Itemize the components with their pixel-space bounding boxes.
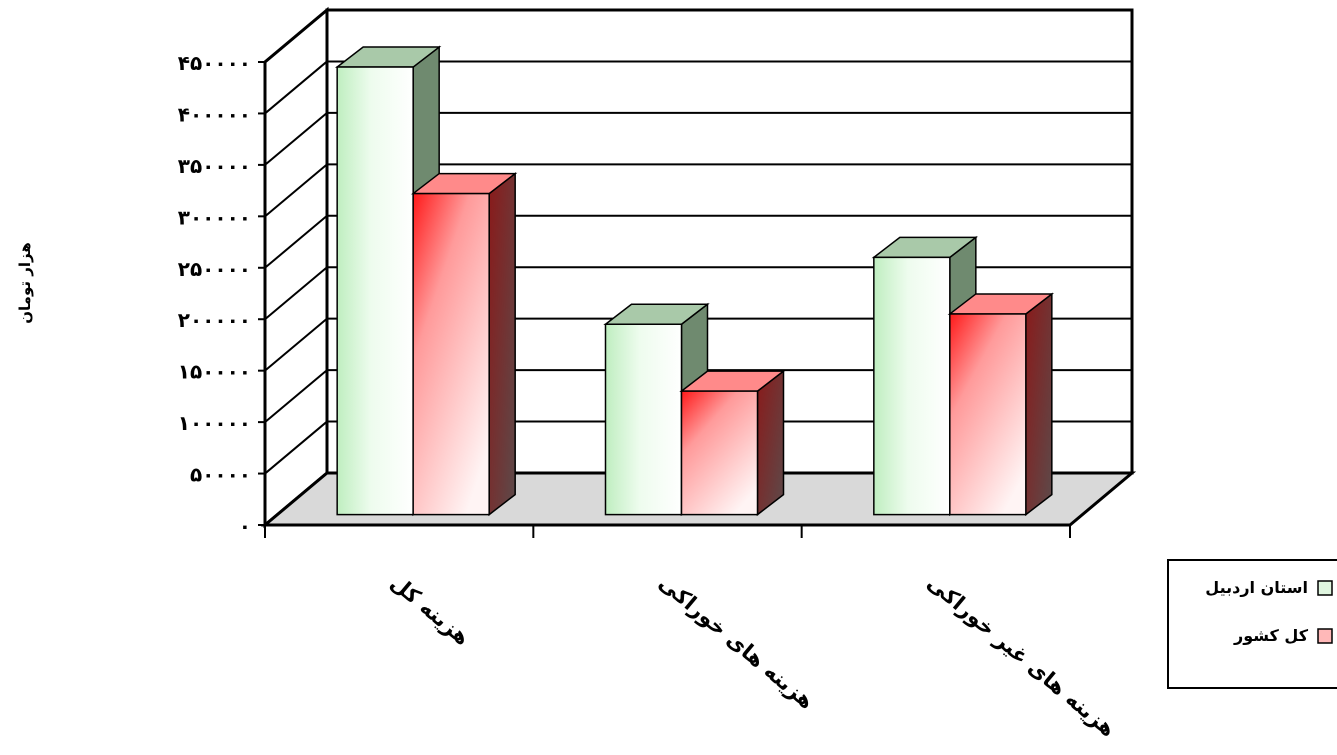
y-tick-label: ۳۰۰۰۰۰ bbox=[178, 205, 251, 229]
bar-side bbox=[1025, 292, 1053, 517]
gridline-side bbox=[264, 266, 328, 320]
y-tick-label: ۱۵۰۰۰۰ bbox=[178, 360, 251, 384]
gridline-side bbox=[264, 9, 328, 63]
bar-front bbox=[604, 323, 683, 516]
gridline-side bbox=[264, 420, 328, 475]
legend-entry: استان اردبیل bbox=[1205, 578, 1308, 597]
y-tick-label: ۲۵۰۰۰۰ bbox=[178, 257, 251, 281]
bar bbox=[947, 292, 1055, 517]
legend: استان اردبیل کل کشور bbox=[1167, 559, 1337, 689]
bar-front bbox=[412, 192, 490, 516]
y-tick-label: ۱۰۰۰۰۰ bbox=[178, 411, 251, 435]
bar-front bbox=[336, 66, 414, 516]
gridline-side bbox=[264, 60, 328, 115]
bar-front bbox=[873, 256, 951, 516]
bar-side bbox=[488, 172, 516, 517]
category-label: هزینه های خوراکی bbox=[654, 570, 818, 713]
bar bbox=[679, 369, 786, 517]
plot-area: ۰ ۵۰۰۰۰ ۱۰۰۰۰۰ ۱۵۰۰۰۰ ۲۰۰۰۰۰ ۲۵۰۰۰۰ ۳۰۰۰۰۰ ۳۵۰۰… bbox=[16, 6, 1137, 741]
gridline-side bbox=[264, 215, 328, 269]
category-label: هزینه های غیر خوراکی bbox=[923, 570, 1120, 741]
y-tick-label: ۴۵۰۰۰۰ bbox=[178, 51, 251, 75]
y-tick-label: ۴۰۰۰۰۰ bbox=[178, 102, 251, 126]
bar-front bbox=[680, 390, 759, 516]
y-axis-label: هزار تومان bbox=[16, 242, 34, 324]
legend-swatch bbox=[1317, 580, 1333, 596]
category-label: هزینه کل bbox=[386, 570, 474, 650]
legend-box bbox=[1167, 559, 1337, 689]
bar bbox=[410, 172, 518, 517]
y-tick-label: ۰ bbox=[239, 514, 251, 538]
bar-side bbox=[756, 369, 785, 517]
gridline-side bbox=[264, 163, 328, 218]
gridline-side bbox=[264, 369, 328, 423]
gridline-side bbox=[264, 112, 328, 166]
legend-swatch bbox=[1317, 628, 1333, 644]
y-tick-label: ۲۰۰۰۰۰ bbox=[178, 308, 251, 332]
gridline-side bbox=[264, 317, 328, 372]
legend-entry: کل کشور bbox=[1233, 626, 1309, 645]
y-tick-label: ۳۵۰۰۰۰ bbox=[178, 154, 251, 178]
y-tick-label: ۵۰۰۰۰ bbox=[190, 463, 251, 487]
bar-front bbox=[949, 313, 1027, 516]
